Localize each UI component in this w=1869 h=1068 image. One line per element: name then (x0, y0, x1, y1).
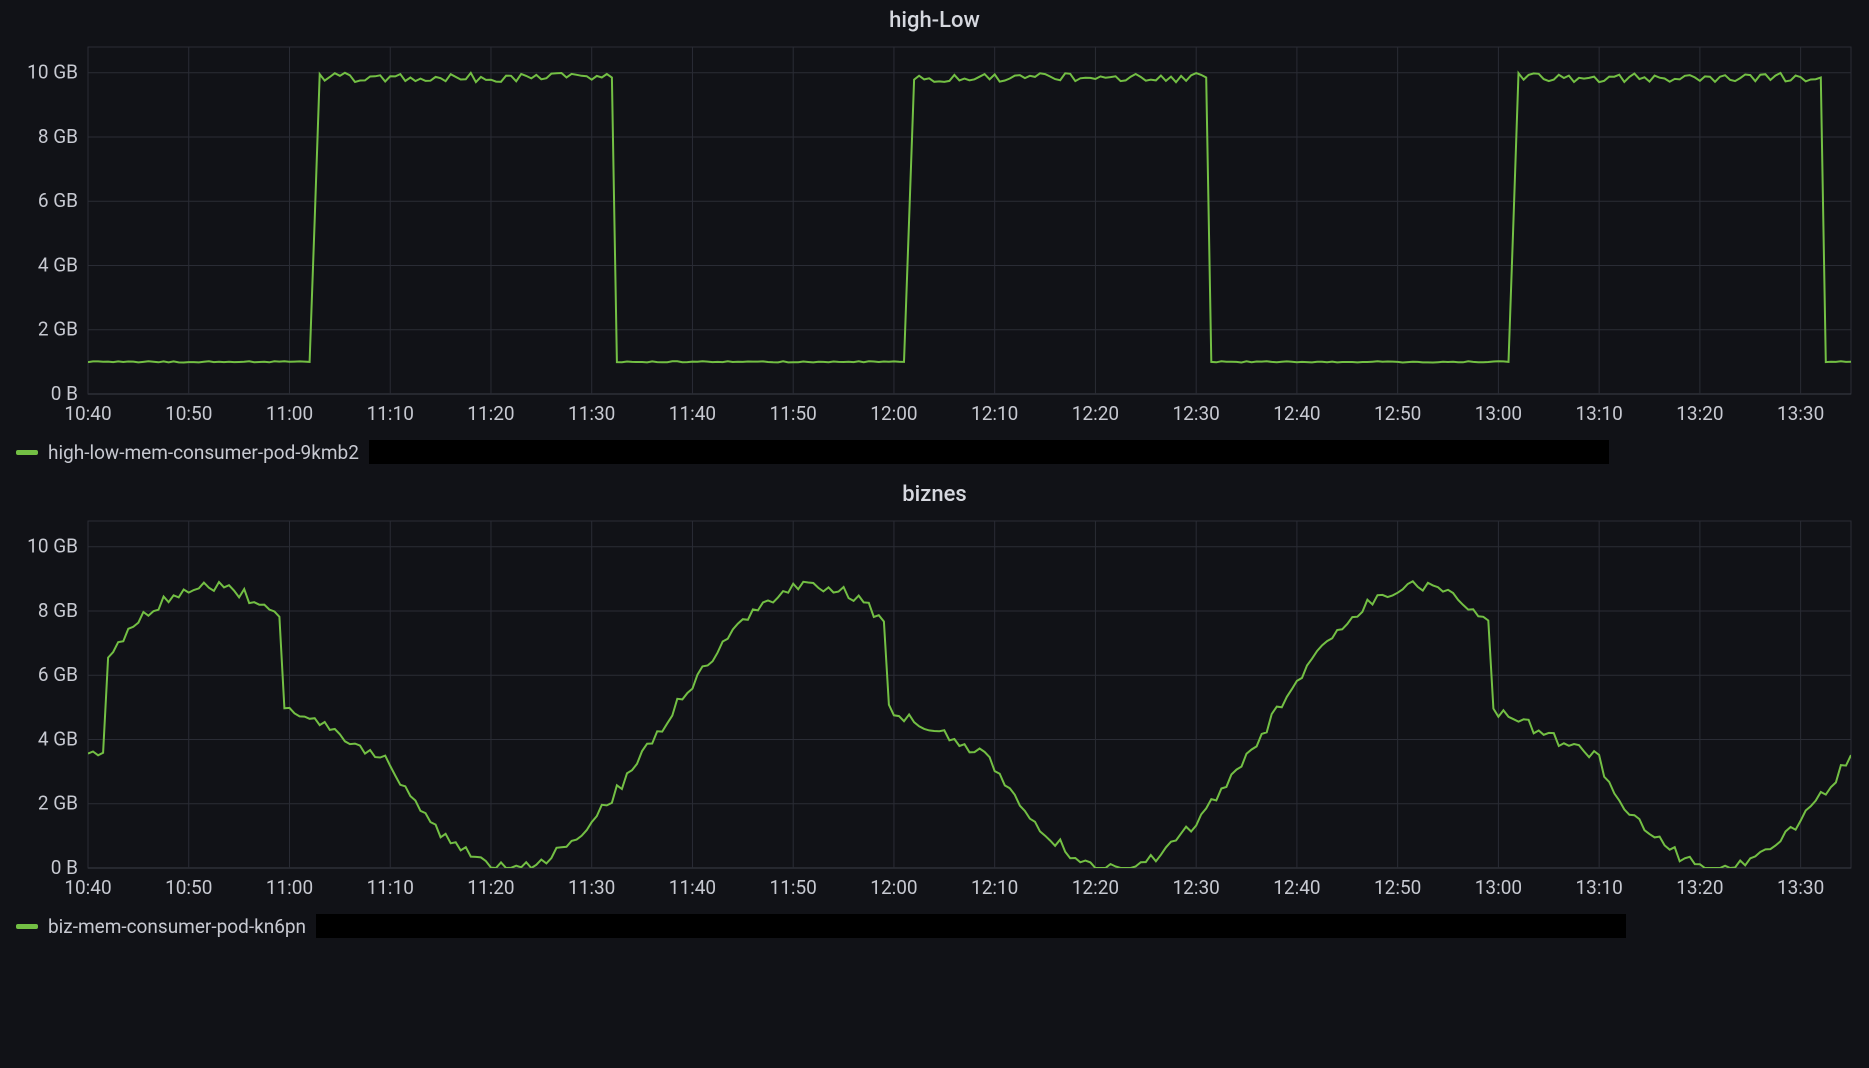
svg-text:12:20: 12:20 (1072, 876, 1119, 899)
chart-high-low[interactable]: 0 B2 GB4 GB6 GB8 GB10 GB10:4010:5011:001… (10, 39, 1859, 434)
svg-text:11:20: 11:20 (467, 876, 514, 899)
svg-text:13:20: 13:20 (1676, 876, 1723, 899)
svg-text:10:40: 10:40 (64, 876, 111, 899)
svg-text:13:20: 13:20 (1676, 402, 1723, 425)
svg-text:13:10: 13:10 (1575, 402, 1622, 425)
svg-text:13:10: 13:10 (1575, 876, 1622, 899)
chart-svg: 0 B2 GB4 GB6 GB8 GB10 GB10:4010:5011:001… (10, 513, 1859, 908)
svg-text:6 GB: 6 GB (38, 189, 78, 212)
svg-text:12:00: 12:00 (870, 402, 917, 425)
svg-text:12:50: 12:50 (1374, 876, 1421, 899)
legend-redacted (316, 914, 1626, 938)
svg-text:11:50: 11:50 (770, 402, 817, 425)
svg-text:2 GB: 2 GB (38, 318, 78, 341)
svg-text:11:30: 11:30 (568, 876, 615, 899)
svg-text:11:10: 11:10 (367, 876, 414, 899)
svg-text:11:00: 11:00 (266, 402, 313, 425)
svg-text:11:10: 11:10 (367, 402, 414, 425)
svg-text:12:40: 12:40 (1273, 876, 1320, 899)
svg-text:13:00: 13:00 (1475, 876, 1522, 899)
svg-text:12:10: 12:10 (971, 402, 1018, 425)
chart-biznes[interactable]: 0 B2 GB4 GB6 GB8 GB10 GB10:4010:5011:001… (10, 513, 1859, 908)
legend[interactable]: high-low-mem-consumer-pod-9kmb2 (10, 434, 1859, 470)
svg-text:4 GB: 4 GB (38, 253, 78, 276)
svg-text:12:30: 12:30 (1173, 876, 1220, 899)
svg-text:12:50: 12:50 (1374, 402, 1421, 425)
svg-text:10:50: 10:50 (165, 876, 212, 899)
svg-text:6 GB: 6 GB (38, 663, 78, 686)
legend-swatch (16, 450, 38, 455)
panel-title: high-Low (10, 8, 1859, 33)
panel-title: biznes (10, 482, 1859, 507)
panel-biznes: biznes 0 B2 GB4 GB6 GB8 GB10 GB10:4010:5… (0, 474, 1869, 948)
svg-text:12:20: 12:20 (1072, 402, 1119, 425)
legend-label: high-low-mem-consumer-pod-9kmb2 (48, 441, 359, 464)
svg-text:11:20: 11:20 (467, 402, 514, 425)
svg-text:8 GB: 8 GB (38, 599, 78, 622)
svg-text:12:30: 12:30 (1173, 402, 1220, 425)
legend-swatch (16, 924, 38, 929)
panel-high-low: high-Low 0 B2 GB4 GB6 GB8 GB10 GB10:4010… (0, 0, 1869, 474)
svg-text:10 GB: 10 GB (27, 535, 78, 558)
svg-text:4 GB: 4 GB (38, 727, 78, 750)
svg-text:11:40: 11:40 (669, 402, 716, 425)
legend[interactable]: biz-mem-consumer-pod-kn6pn (10, 908, 1859, 944)
legend-label: biz-mem-consumer-pod-kn6pn (48, 915, 306, 938)
svg-text:11:00: 11:00 (266, 876, 313, 899)
svg-text:13:30: 13:30 (1777, 876, 1824, 899)
svg-text:13:30: 13:30 (1777, 402, 1824, 425)
svg-text:12:00: 12:00 (870, 876, 917, 899)
svg-text:11:40: 11:40 (669, 876, 716, 899)
legend-redacted (369, 440, 1609, 464)
svg-text:10 GB: 10 GB (27, 61, 78, 84)
svg-text:12:10: 12:10 (971, 876, 1018, 899)
svg-text:12:40: 12:40 (1273, 402, 1320, 425)
svg-text:2 GB: 2 GB (38, 792, 78, 815)
svg-text:10:50: 10:50 (165, 402, 212, 425)
svg-text:13:00: 13:00 (1475, 402, 1522, 425)
svg-text:11:30: 11:30 (568, 402, 615, 425)
chart-svg: 0 B2 GB4 GB6 GB8 GB10 GB10:4010:5011:001… (10, 39, 1859, 434)
svg-text:11:50: 11:50 (770, 876, 817, 899)
svg-text:8 GB: 8 GB (38, 125, 78, 148)
svg-text:10:40: 10:40 (64, 402, 111, 425)
